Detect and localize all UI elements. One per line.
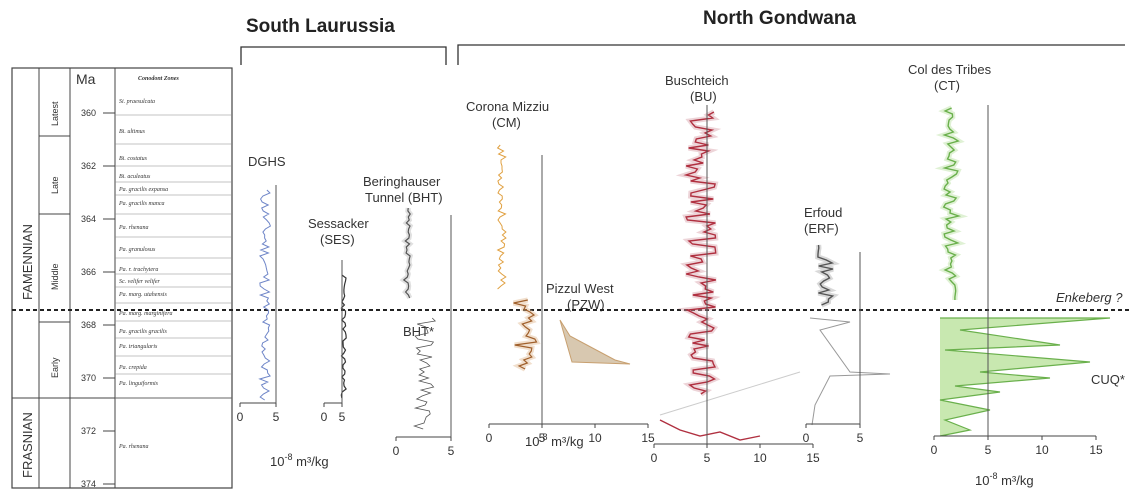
zone-label: Pa. gracilis gracilis: [118, 329, 167, 335]
axis-tick-label: 5: [857, 431, 864, 445]
ses-label-2: (SES): [320, 232, 355, 247]
unit-label-right: 10-8 m³/kg: [975, 471, 1034, 488]
erf-curve: [817, 244, 835, 306]
bht-label-2: Tunnel (BHT): [365, 190, 443, 205]
zone-label: Pa. crepida: [118, 365, 147, 371]
pzw-label-1: Pizzul West: [546, 281, 614, 296]
pzw-label-2: (PZW): [567, 297, 605, 312]
axis-tick-label: 15: [641, 431, 655, 445]
axis-tick-label: 0: [321, 410, 328, 424]
ma-tick-label: 372: [81, 426, 96, 436]
cuq-label: CUQ*: [1091, 372, 1125, 387]
zones-header: Conodont Zones: [138, 76, 180, 82]
zone-label: Pa. marg. utahensis: [118, 292, 167, 298]
substage-latest: Latest: [50, 101, 60, 126]
axis-tick-label: 0: [651, 451, 658, 465]
zone-label: Pa. gracilis expansa: [118, 187, 168, 193]
axis-tick-label: 5: [273, 410, 280, 424]
zone-label: Bi. costatus: [119, 156, 148, 162]
cm-label-2: (CM): [492, 115, 521, 130]
ma-tick-label: 362: [81, 161, 96, 171]
zone-label: Pa. granulosus: [118, 247, 156, 253]
ma-tick-label: 374: [81, 479, 96, 489]
substage-middle: Middle: [50, 263, 60, 290]
zone-label: Pa. rhenana: [118, 444, 149, 450]
ma-tick-label: 364: [81, 214, 96, 224]
ct-label-1: Col des Tribes: [908, 62, 992, 77]
ma-ticks: 360 362 364 366 368 370 372 374: [81, 108, 115, 489]
ses-label-1: Sessacker: [308, 216, 369, 231]
zone-label: Bi. ultimus: [119, 129, 146, 135]
erf-label-1: Erfoud: [804, 205, 842, 220]
ma-tick-label: 368: [81, 320, 96, 330]
axis-tick-label: 5: [985, 443, 992, 457]
erf-lower-curve: [809, 317, 891, 426]
axis-tick-label: 5: [339, 410, 346, 424]
ma-label: Ma: [76, 71, 96, 87]
frasnian-label: FRASNIAN: [20, 412, 35, 478]
south-laurussia-header: South Laurussia: [246, 16, 395, 37]
north-gondwana-header: North Gondwana: [703, 8, 856, 29]
dghs-label: DGHS: [248, 154, 286, 169]
bu-label-1: Buschteich: [665, 73, 729, 88]
axis-tick-label: 5: [448, 444, 455, 458]
ma-tick-label: 370: [81, 373, 96, 383]
axis-tick-label: 10: [1035, 443, 1049, 457]
bu-gap-line: [659, 371, 801, 416]
substage-late: Late: [50, 176, 60, 194]
axis-tick-label: 0: [237, 410, 244, 424]
bht-curve: [402, 207, 411, 299]
axis-tick-label: 0: [486, 431, 493, 445]
axis-tick-label: 0: [803, 431, 810, 445]
bht-star-curve: [412, 317, 437, 430]
north-bracket: [457, 44, 1125, 65]
pzw-curve: [559, 319, 631, 365]
zone-label: Pa. rhenana: [118, 225, 149, 231]
zone-label: Sc. velifer velifer: [119, 278, 160, 285]
ct-lower-curve: [939, 317, 1111, 437]
axes: 0 5 0 50 50 5 10 150 5 10 150 50 5 10 15: [237, 105, 1103, 465]
cm-label-1: Corona Mizziu: [466, 99, 549, 114]
south-bracket: [240, 46, 447, 65]
ma-tick-label: 366: [81, 267, 96, 277]
ct-curve: [942, 107, 962, 300]
stratigraphy-table: FAMENNIAN FRASNIAN Latest Late Middle Ea…: [11, 67, 233, 489]
cm-lower-curve: [513, 299, 538, 370]
bu-label-2: (BU): [690, 89, 717, 104]
axis-tick-label: 10: [753, 451, 767, 465]
axis-tick-label: 15: [1089, 443, 1103, 457]
substage-early: Early: [50, 357, 60, 378]
dghs-curve: [258, 189, 272, 401]
axis-tick-label: 0: [931, 443, 938, 457]
ma-tick-label: 360: [81, 108, 96, 118]
zone-label: Pa. marg. marginifera: [118, 310, 173, 317]
axis-tick-label: 0: [393, 444, 400, 458]
zone-rows: Si. praesulcata Bi. ultimus Bi. costatus Bi…: [115, 99, 232, 450]
cm-curve: [496, 144, 507, 290]
bu-curve: [683, 111, 717, 395]
bht-star-label: BHT*: [403, 324, 434, 339]
zone-label: Pa. gracilis manca: [118, 201, 165, 207]
axis-tick-label: 5: [704, 451, 711, 465]
bu-lower-curve: [659, 419, 761, 441]
curves: [258, 105, 1111, 441]
zone-label: Si. praesulcata: [119, 99, 155, 105]
axis-tick-label: 10: [588, 431, 602, 445]
bht-label-1: Beringhauser: [363, 174, 441, 189]
unit-label-left: 10-8 m³/kg: [270, 452, 329, 469]
axis-tick-label: 15: [806, 451, 820, 465]
zone-label: Pa. linguiformis: [118, 380, 159, 387]
axis-tick-label: 5: [539, 431, 546, 445]
unit-label-mid: 10-8 m³/kg: [525, 432, 584, 449]
zone-label: Pa. r. trachytera: [118, 267, 158, 273]
erf-label-2: (ERF): [804, 221, 839, 236]
ct-label-2: (CT): [934, 78, 960, 93]
zone-label: Pa. triangularis: [118, 344, 158, 350]
famennian-label: FAMENNIAN: [20, 224, 35, 300]
enkeberg-label: Enkeberg ?: [1056, 290, 1123, 305]
zone-label: Bi. aculeatus: [119, 174, 151, 180]
